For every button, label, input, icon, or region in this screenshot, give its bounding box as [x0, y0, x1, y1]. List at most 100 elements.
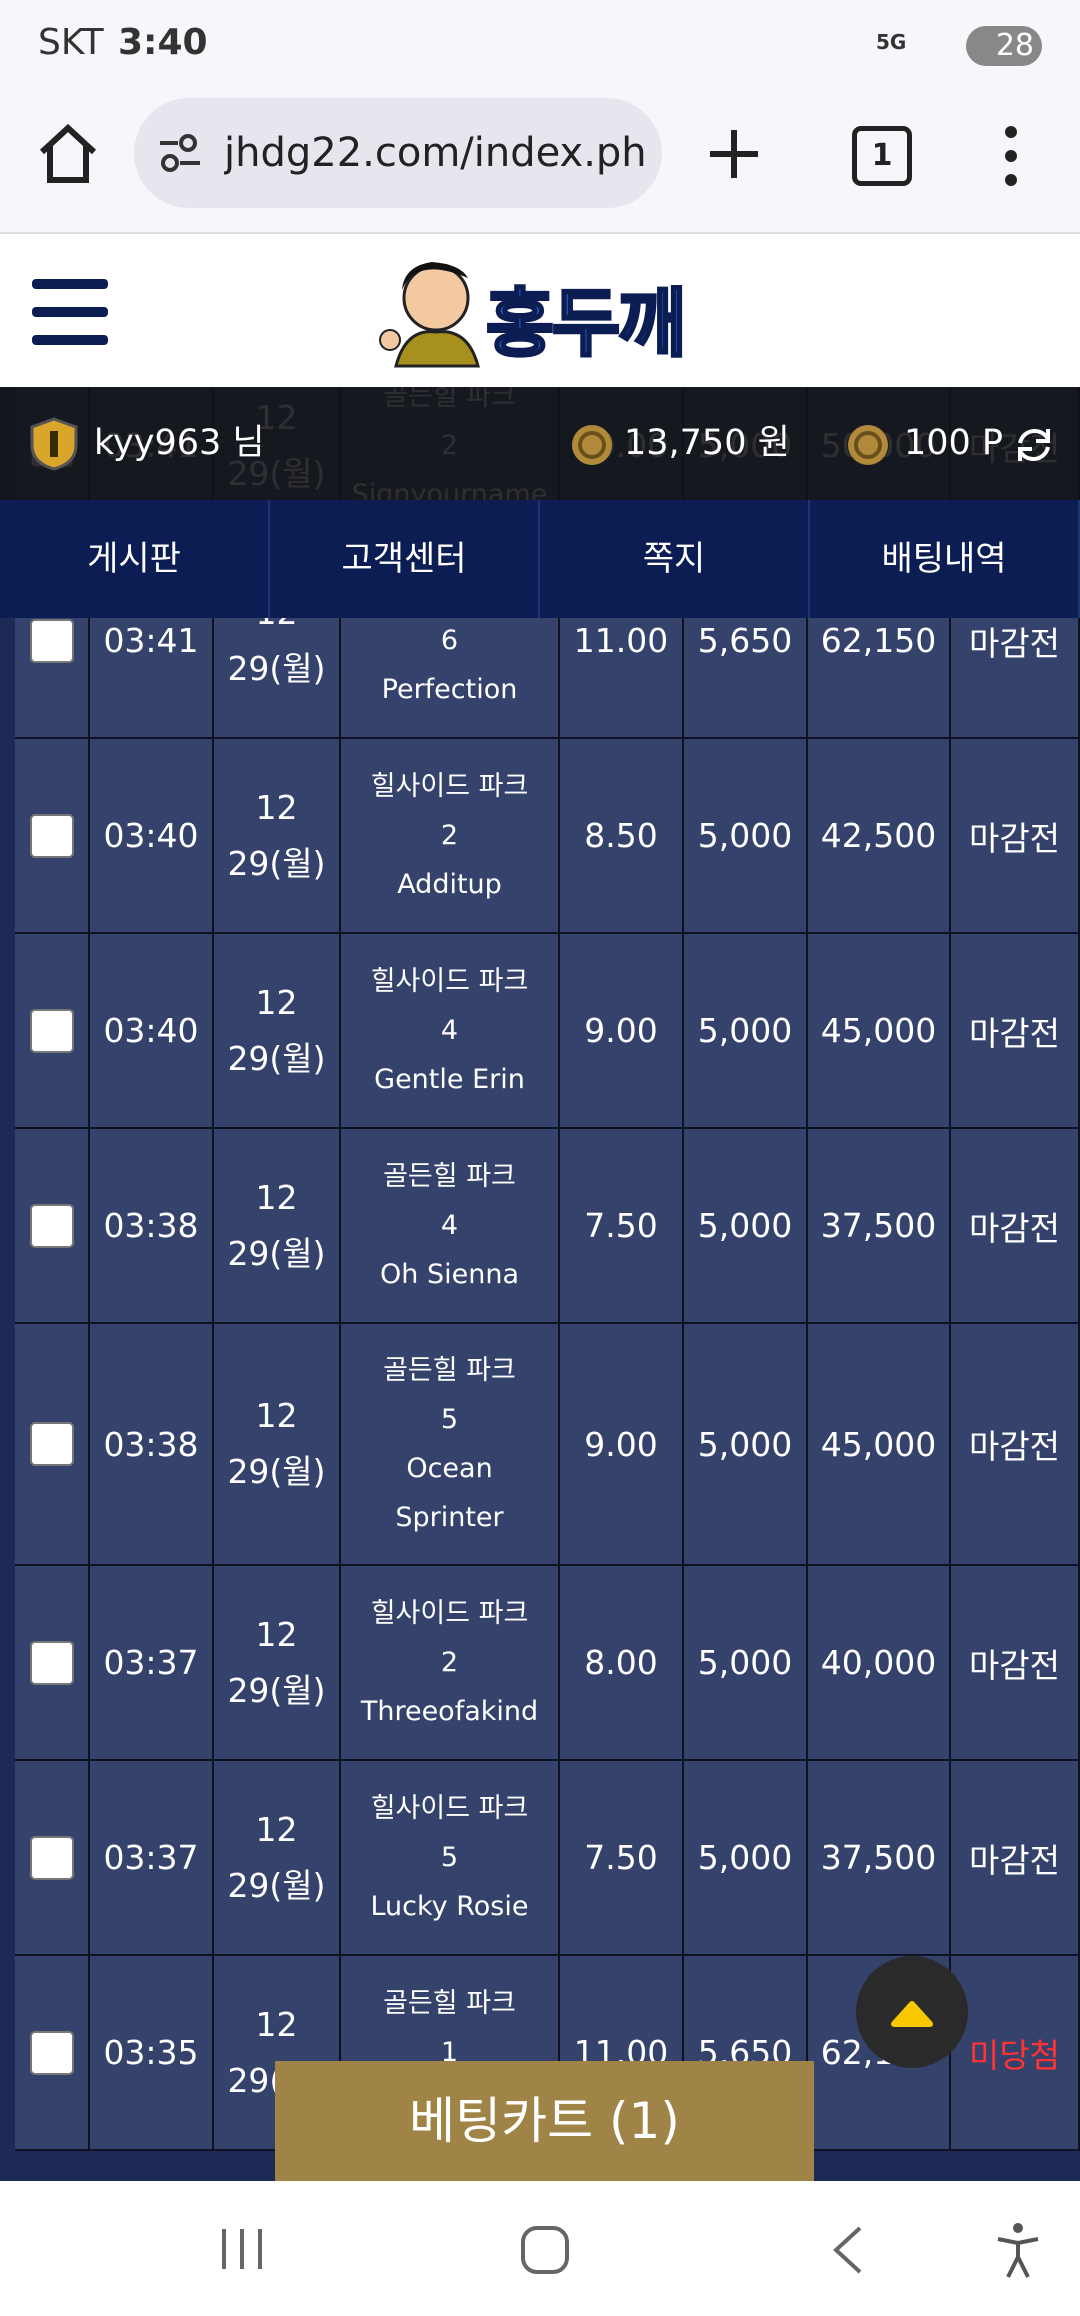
nav-item[interactable]: 고객센터: [270, 500, 540, 618]
checkbox[interactable]: [29, 1640, 74, 1685]
race-line: Ocean Sprinter: [395, 1453, 504, 1533]
hamburger-menu[interactable]: [32, 279, 108, 345]
status-cell: 미당첨: [951, 1956, 1080, 2151]
time-cell: 03:38: [90, 1324, 214, 1566]
system-nav-bar: [0, 2181, 1080, 2316]
race-line: 힐사이드 파크: [370, 966, 529, 997]
checkbox-cell: [15, 1956, 90, 2151]
date-line: 12: [255, 1177, 298, 1217]
tab-switcher[interactable]: 1: [852, 126, 912, 186]
race-cell: 힐사이드 파크 2 Threeofakind: [341, 1566, 560, 1761]
race-line: 2: [440, 1647, 459, 1678]
bet-cart-button[interactable]: 베팅카트 (1): [275, 2061, 814, 2191]
time: 03:40: [103, 1011, 199, 1050]
checkbox-cell: [15, 1129, 90, 1324]
odds: 9.00: [584, 1011, 658, 1050]
payout: 42,500: [820, 816, 937, 855]
recents-button[interactable]: [218, 2227, 266, 2271]
race-cell: 힐사이드 파크 4 Gentle Erin: [341, 934, 560, 1129]
nav-item[interactable]: 쪽지: [540, 500, 810, 618]
status: 마감전: [968, 818, 1061, 858]
date-line: 29(월): [227, 648, 326, 688]
odds-cell: 8.50: [560, 739, 684, 934]
nav-item[interactable]: 게시판: [0, 500, 270, 618]
bet-amount: 5,000: [697, 1838, 793, 1877]
time-cell: 03:35: [90, 1956, 214, 2151]
refresh-button[interactable]: [1014, 425, 1054, 465]
checkbox[interactable]: [29, 1203, 74, 1248]
race-line: Threeofakind: [360, 1696, 539, 1727]
odds-cell: 7.50: [560, 1129, 684, 1324]
money-balance: 13,750 원: [624, 423, 790, 463]
race-line: 4: [440, 1210, 459, 1241]
race-line: 4: [440, 1015, 459, 1046]
status-cell: 마감전: [951, 1129, 1080, 1324]
date-line: 29(월): [227, 1233, 326, 1273]
date-line: 12: [255, 787, 298, 827]
status-cell: 마감전: [951, 1566, 1080, 1761]
race-line: 1: [440, 2037, 459, 2068]
date-cell: 12 29(월): [214, 739, 341, 934]
menu-button[interactable]: [996, 124, 1026, 188]
race-line: Perfection: [381, 674, 518, 705]
scroll-top-button[interactable]: [856, 1956, 968, 2068]
logo-text[interactable]: 홍두깨: [484, 280, 687, 369]
odds-cell: 9.00: [560, 1324, 684, 1566]
date-cell: 12 29(월): [214, 1129, 341, 1324]
payout: 37,500: [820, 1838, 937, 1877]
race-line: 힐사이드 파크: [370, 771, 529, 802]
date-line: 12: [255, 1809, 298, 1849]
race-line: 골든힐 파크: [383, 1355, 516, 1386]
bet-cell: 5,000: [684, 1129, 808, 1324]
accessibility-button[interactable]: [994, 2221, 1042, 2279]
status-cell: 마감전: [951, 934, 1080, 1129]
status-bar: SKT 3:40 5G 28: [0, 0, 1080, 88]
payout-cell: 37,500: [808, 1761, 951, 1956]
date-cell: 12 29(월): [214, 1324, 341, 1566]
race-line: 6: [440, 625, 459, 656]
time-cell: 03:40: [90, 934, 214, 1129]
date-line: 29(월): [227, 1670, 326, 1710]
checkbox[interactable]: [29, 813, 74, 858]
race-line: 5: [440, 1842, 459, 1873]
checkbox[interactable]: [29, 1835, 74, 1880]
bet-cell: 5,000: [684, 1566, 808, 1761]
nav-item[interactable]: 배팅내역: [810, 500, 1080, 618]
home-button[interactable]: [36, 122, 100, 186]
odds-cell: 7.50: [560, 1761, 684, 1956]
battery-level: 28: [995, 28, 1034, 63]
race-cell: 골든힐 파크 4 Oh Sienna: [341, 1129, 560, 1324]
checkbox[interactable]: [29, 1008, 74, 1053]
points-icon: [848, 425, 888, 465]
odds: 7.50: [584, 1838, 658, 1877]
date-line: 12: [255, 982, 298, 1022]
home-nav-button[interactable]: [520, 2225, 570, 2275]
status-cell: 마감전: [951, 1761, 1080, 1956]
status-cell: 마감전: [951, 739, 1080, 934]
date-cell: 12 29(월): [214, 934, 341, 1129]
username: kyy963 님: [94, 423, 265, 463]
battery: 28: [966, 26, 1042, 66]
carrier: SKT: [38, 22, 104, 63]
user-bar: kyy963 님 13,750 원 100 P: [0, 387, 1080, 500]
money-icon: [572, 425, 612, 465]
time: 03:41: [103, 621, 199, 660]
status: 마감전: [968, 1645, 1061, 1685]
back-button[interactable]: [828, 2225, 868, 2275]
site-settings-icon[interactable]: [158, 133, 202, 173]
status: 마감전: [968, 623, 1061, 663]
race-line: Gentle Erin: [374, 1064, 525, 1095]
checkbox[interactable]: [29, 1422, 74, 1466]
race-line: 힐사이드 파크: [370, 1598, 529, 1629]
checkbox[interactable]: [29, 618, 74, 663]
payout-cell: 40,000: [808, 1566, 951, 1761]
new-tab-button[interactable]: [708, 128, 760, 180]
race-line: 힐사이드 파크: [370, 1793, 529, 1824]
bet-cell: 5,000: [684, 934, 808, 1129]
checkbox[interactable]: [29, 2030, 74, 2075]
address-bar[interactable]: jhdg22.com/index.ph: [134, 98, 662, 208]
site-header: 홍두깨: [0, 234, 1080, 387]
checkbox-cell: [15, 1324, 90, 1566]
status: 미당첨: [968, 2035, 1061, 2075]
